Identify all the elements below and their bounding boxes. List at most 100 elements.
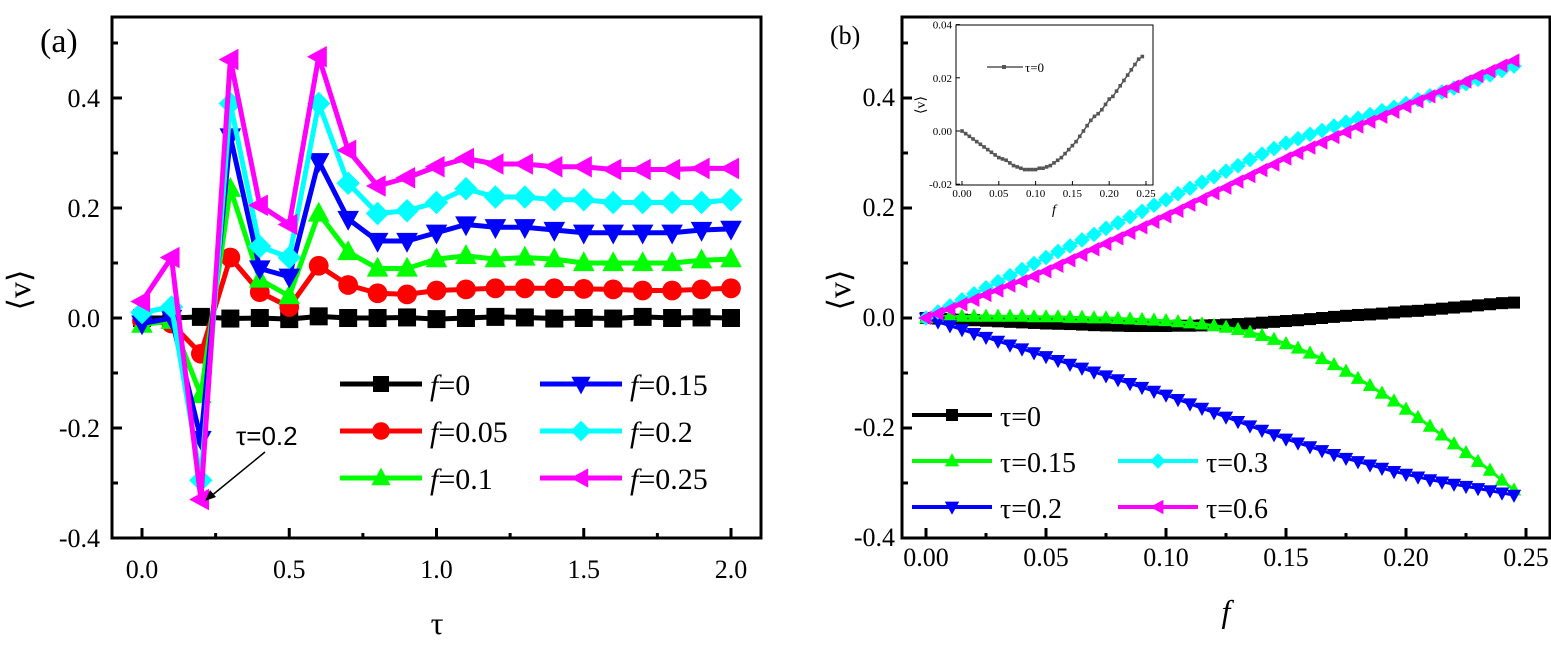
data-point <box>602 224 624 245</box>
inset-x-tick-label: 0.20 <box>1100 188 1120 200</box>
data-point <box>1364 308 1376 321</box>
data-point <box>633 307 652 326</box>
panel-a-plot-frame <box>110 15 763 540</box>
data-point <box>1494 487 1510 501</box>
data-point <box>1362 459 1378 473</box>
data-point <box>1446 79 1460 94</box>
data-point <box>966 328 982 342</box>
data-point <box>455 216 477 237</box>
data-point <box>1374 109 1388 124</box>
data-point <box>1386 466 1402 480</box>
data-point <box>1386 393 1402 407</box>
inset-data-point <box>1114 89 1119 93</box>
series-f0_15 <box>131 128 742 451</box>
data-point <box>514 219 536 239</box>
data-point <box>1316 312 1328 324</box>
data-point <box>1026 347 1042 361</box>
data-point <box>573 278 594 299</box>
panel-a-series <box>130 45 743 511</box>
data-point <box>513 153 533 175</box>
data-point <box>1278 336 1294 350</box>
data-point <box>1362 114 1376 129</box>
y-tick-label: -0.4 <box>854 523 895 552</box>
data-point <box>990 273 1006 290</box>
legend-item: f=0 <box>340 369 470 402</box>
panel-b-series <box>918 53 1522 503</box>
data-point <box>1158 389 1174 403</box>
panel-b-y-axis-title: ⟨v⟩ <box>821 270 857 311</box>
data-point <box>978 279 994 296</box>
inset-data-point <box>1033 167 1038 172</box>
data-point <box>1230 321 1246 335</box>
data-point <box>513 185 537 209</box>
data-point <box>1038 264 1052 279</box>
data-point <box>1362 377 1378 392</box>
data-point <box>630 158 651 181</box>
inset-data-point <box>1136 57 1141 61</box>
data-point <box>1508 296 1520 309</box>
inset-data-point <box>1037 166 1042 171</box>
data-point <box>426 280 447 301</box>
data-point <box>396 232 418 253</box>
data-point <box>425 247 448 268</box>
data-point <box>1218 411 1234 425</box>
legend-item: τ=0 <box>912 402 1041 433</box>
data-point <box>336 171 360 195</box>
data-point <box>1314 350 1330 365</box>
data-point <box>130 300 154 325</box>
data-point <box>1050 258 1064 273</box>
data-point <box>719 188 743 212</box>
data-point <box>1086 226 1102 243</box>
data-point <box>1338 452 1354 467</box>
data-point <box>1266 140 1282 157</box>
data-point <box>1446 436 1462 450</box>
data-point <box>337 210 359 231</box>
data-point <box>1002 267 1018 284</box>
data-point <box>661 224 683 245</box>
data-point <box>1410 471 1426 485</box>
data-point <box>484 219 507 239</box>
inset-data-point <box>978 142 983 147</box>
data-point <box>1448 301 1460 314</box>
data-point <box>1266 157 1280 172</box>
data-point <box>631 251 654 272</box>
legend-item: f=0.25 <box>540 463 708 496</box>
data-point <box>367 283 388 304</box>
data-point <box>1110 374 1126 388</box>
data-point <box>1398 468 1414 482</box>
data-point <box>632 280 653 301</box>
data-point <box>1002 308 1018 322</box>
data-point <box>1470 453 1486 467</box>
data-point <box>1350 119 1364 134</box>
data-point <box>572 224 595 245</box>
data-point <box>719 157 740 180</box>
data-point <box>1242 168 1256 184</box>
data-point <box>307 201 330 222</box>
data-point <box>1182 398 1198 412</box>
data-point <box>398 308 417 327</box>
data-point <box>572 251 595 272</box>
data-point <box>1266 429 1282 443</box>
data-point <box>1314 135 1328 150</box>
data-point <box>1074 232 1090 248</box>
inset-data-point <box>989 150 994 155</box>
data-point <box>690 248 713 269</box>
data-point <box>1244 317 1256 330</box>
legend-label: τ=0.3 <box>1206 448 1268 479</box>
data-point <box>1472 299 1484 312</box>
data-point <box>1110 310 1126 324</box>
data-point <box>1290 130 1306 147</box>
data-point <box>966 308 982 322</box>
inset-data-point <box>1118 83 1123 88</box>
x-tick-label: 2.0 <box>715 555 748 584</box>
data-point <box>1182 180 1198 196</box>
inset-series <box>960 54 1145 172</box>
inset-data-point <box>1008 161 1012 165</box>
inset-data-point <box>1092 114 1097 119</box>
data-point <box>1350 370 1366 384</box>
inset-data-point <box>1066 147 1071 152</box>
data-point <box>454 177 478 201</box>
panel-b-ticks: 0.00 0.05 0.10 0.15 0.20 0.25 -0.4 -0.2 0.0 0.2 0.… <box>854 41 1549 572</box>
x-tick-label: 1.0 <box>420 555 453 584</box>
data-point <box>1194 192 1208 207</box>
